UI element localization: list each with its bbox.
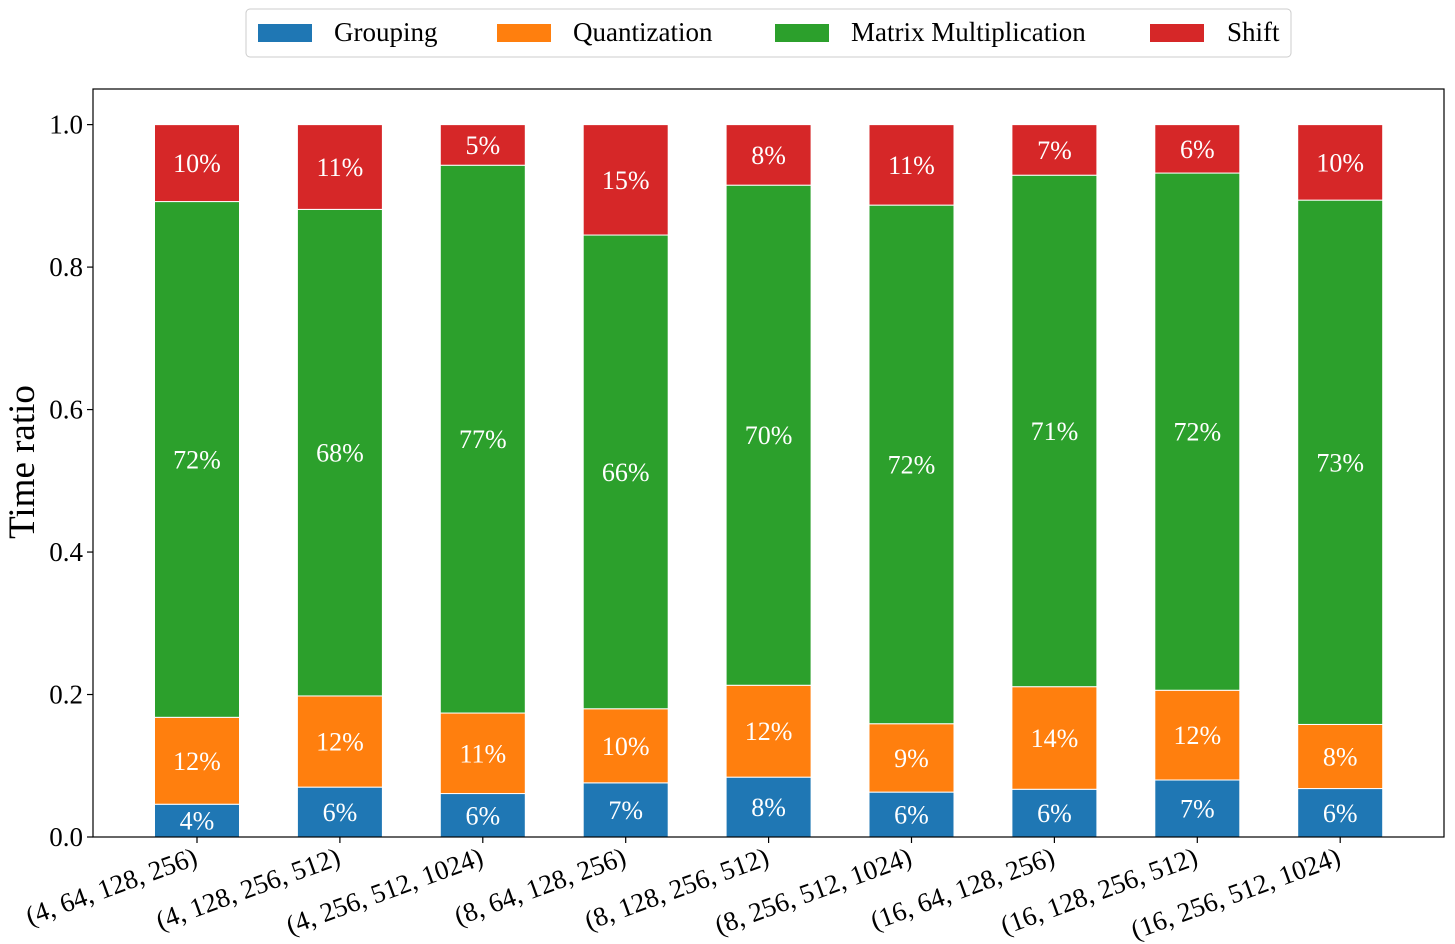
bar-quantization-8 [1297,723,1384,790]
data-label-quantization-7: 12% [1173,721,1221,750]
data-label-shift-1: 11% [317,153,364,182]
data-label-matrix-multiplication-6: 71% [1031,417,1079,446]
data-label-shift-5: 11% [888,151,935,180]
bar-shift-3 [582,124,669,236]
data-label-shift-7: 6% [1180,135,1215,164]
data-label-grouping-3: 7% [608,796,643,825]
data-label-grouping-2: 6% [465,801,500,830]
bar-quantization-0 [154,716,240,805]
bar-shift-5 [868,124,955,206]
bar-grouping-5 [868,791,955,838]
bar-matrix-multiplication-0 [154,201,240,718]
data-label-matrix-multiplication-0: 72% [173,445,221,474]
bar-quantization-6 [1011,686,1098,790]
bar-grouping-6 [1011,788,1098,838]
legend-swatch-grouping [258,24,312,42]
bar-matrix-multiplication-6 [1011,174,1098,688]
bar-shift-2 [439,124,526,166]
data-label-shift-3: 15% [602,166,650,195]
bar-shift-4 [725,124,812,186]
legend-label-quantization: Quantization [573,17,713,47]
legend-label-grouping: Grouping [334,17,438,47]
data-label-quantization-4: 12% [745,717,793,746]
bar-shift-1 [296,124,383,210]
data-label-grouping-6: 6% [1037,799,1072,828]
bar-grouping-1 [296,786,383,838]
data-label-grouping-0: 4% [180,807,215,836]
data-label-matrix-multiplication-4: 70% [745,421,793,450]
legend: Grouping Quantization Matrix Multiplicat… [245,8,1292,58]
bar-grouping-4 [725,776,812,838]
data-label-quantization-0: 12% [173,747,221,776]
bar-matrix-multiplication-4 [725,184,812,686]
bar-shift-8 [1297,124,1384,201]
data-label-matrix-multiplication-8: 73% [1316,448,1364,477]
data-label-grouping-8: 6% [1323,799,1358,828]
bar-shift-7 [1154,124,1241,174]
legend-swatch-shift [1150,24,1204,42]
bar-quantization-5 [868,723,955,793]
bar-matrix-multiplication-2 [439,164,526,714]
data-label-shift-2: 5% [465,131,500,160]
bar-matrix-multiplication-8 [1297,199,1384,725]
data-label-matrix-multiplication-3: 66% [602,458,650,487]
y-tick-label-5: 1.0 [49,110,83,140]
data-label-quantization-6: 14% [1031,724,1079,753]
legend-swatch-quantization [497,24,551,42]
y-tick-label-1: 0.2 [49,680,83,710]
data-label-quantization-1: 12% [316,728,364,757]
bar-quantization-1 [296,695,383,788]
bars-group: 4% 12% 72% 10% 6% 12% 68% 11% 6% 11% 77% 5% 7% 10% 66%… [154,124,1384,838]
data-label-shift-4: 8% [751,141,786,170]
bar-matrix-multiplication-5 [868,204,955,725]
data-label-matrix-multiplication-1: 68% [316,439,364,468]
data-label-matrix-multiplication-5: 72% [888,450,936,479]
data-label-grouping-4: 8% [751,793,786,822]
data-label-quantization-3: 10% [602,732,650,761]
bar-matrix-multiplication-1 [296,208,383,697]
bar-matrix-multiplication-7 [1154,172,1241,691]
data-label-quantization-2: 11% [459,739,506,768]
bar-grouping-3 [582,782,669,838]
y-axis: 0.0 0.2 0.4 0.6 0.8 1.0 [49,110,93,852]
plot-frame [92,88,1445,838]
y-tick-label-2: 0.4 [49,537,83,567]
bar-shift-6 [1011,124,1098,176]
data-label-shift-8: 10% [1316,148,1364,177]
data-label-shift-0: 10% [173,149,221,178]
data-label-grouping-1: 6% [323,798,358,827]
legend-label-shift: Shift [1227,17,1280,47]
data-label-quantization-5: 9% [894,744,929,773]
data-label-grouping-7: 7% [1180,795,1215,824]
data-label-grouping-5: 6% [894,801,929,830]
legend-swatch-matrix-multiplication [775,24,829,42]
legend-label-matrix-multiplication: Matrix Multiplication [851,17,1086,47]
bar-matrix-multiplication-3 [582,234,669,710]
data-label-matrix-multiplication-2: 77% [459,425,507,454]
bar-quantization-2 [439,712,526,795]
y-axis-label: Time ratio [2,385,43,539]
bar-quantization-3 [582,708,669,784]
y-tick-label-0: 0.0 [49,822,83,852]
data-label-matrix-multiplication-7: 72% [1173,418,1221,447]
bar-quantization-7 [1154,689,1241,781]
y-tick-label-3: 0.6 [49,395,83,425]
bar-shift-0 [154,124,240,203]
data-label-shift-6: 7% [1037,136,1072,165]
legend-frame [245,8,1292,58]
y-tick-label-4: 0.8 [49,252,83,282]
data-label-quantization-8: 8% [1323,743,1358,772]
